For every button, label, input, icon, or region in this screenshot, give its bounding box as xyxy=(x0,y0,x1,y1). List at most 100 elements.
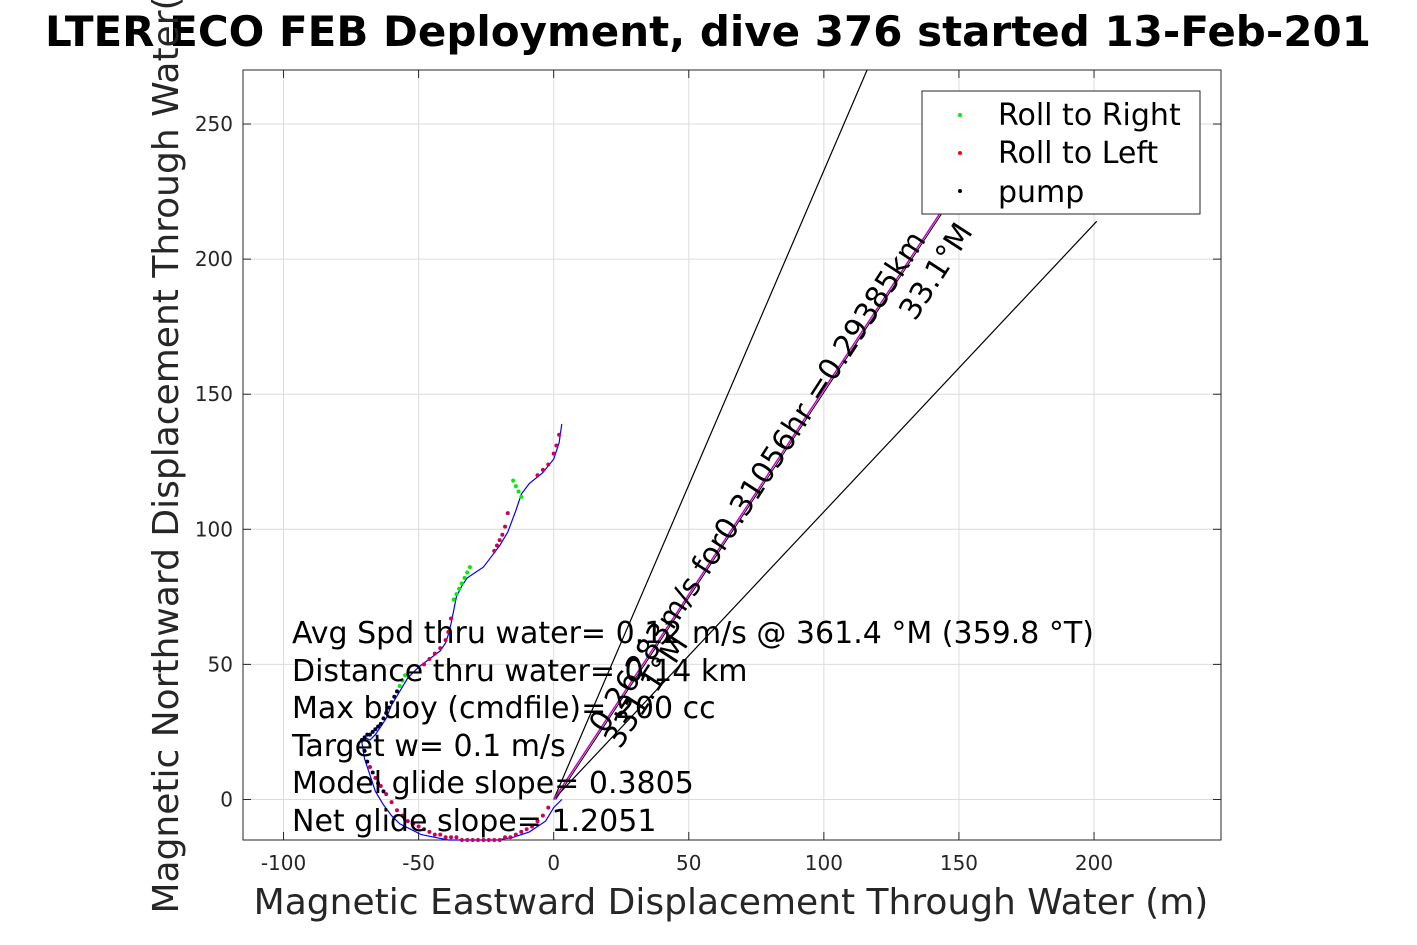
roll-left-point xyxy=(427,829,432,834)
y-tick-label: 250 xyxy=(195,112,233,136)
x-tick-label: 200 xyxy=(1075,851,1113,875)
legend-label-roll-left: Roll to Left xyxy=(998,136,1158,171)
roll-left-point xyxy=(535,473,540,478)
roll-left-point xyxy=(454,835,459,840)
pump-point xyxy=(389,700,394,705)
pump-point xyxy=(384,711,389,716)
heading-line xyxy=(553,102,1014,800)
pump-point xyxy=(365,732,370,737)
roll-left-point xyxy=(513,832,518,837)
roll-left-point xyxy=(394,808,399,813)
roll-left-point xyxy=(540,467,545,472)
pump-point xyxy=(376,724,381,729)
stat-max-buoy: Max buoy (cmdfile)= 200 cc xyxy=(292,691,716,726)
pump-point xyxy=(359,738,364,743)
pump-point xyxy=(381,716,386,721)
plot-frame xyxy=(242,69,1222,841)
roll-left-point xyxy=(443,638,448,643)
roll-left-point xyxy=(535,819,540,824)
pump-point xyxy=(362,735,367,740)
stat-avg-speed: Avg Spd thru water= 0.12 m/s @ 361.4 °M … xyxy=(292,616,1094,651)
roll-left-point xyxy=(416,824,421,829)
roll-left-point xyxy=(554,443,559,448)
roll-left-point xyxy=(486,838,491,842)
roll-left-point xyxy=(427,656,432,661)
roll-left-point xyxy=(384,792,389,797)
pump-point xyxy=(386,705,391,710)
roll-left-point xyxy=(367,765,372,770)
roll-left-point xyxy=(373,775,378,780)
roll-left-point xyxy=(438,646,443,651)
roll-left-point xyxy=(432,651,437,656)
track-line xyxy=(361,423,563,841)
roll-left-point xyxy=(551,451,556,456)
legend: Roll to Right Roll to Left pump xyxy=(921,90,1201,215)
tick-layer: -100 -50 0 50 100 150 200 0 50 100 150 200 250 xyxy=(195,70,1221,875)
roll-right-point xyxy=(467,565,472,570)
roll-right-point xyxy=(457,586,462,591)
x-axis-label: Magnetic Eastward Displacement Through W… xyxy=(254,882,1209,923)
pump-point xyxy=(381,789,386,794)
roll-left-point xyxy=(422,662,427,667)
y-tick-label: 100 xyxy=(195,517,233,541)
roll-left-point xyxy=(505,511,510,516)
chart-title: LTER ECO FEB Deployment, dive 376 starte… xyxy=(45,7,1371,56)
roll-left-point xyxy=(400,813,405,818)
pump-point xyxy=(378,721,383,726)
stats-block: Avg Spd thru water= 0.12 m/s @ 361.4 °M … xyxy=(291,616,1094,839)
stat-net-glide: Net glide slope= 1.2051 xyxy=(292,804,656,839)
roll-left-point xyxy=(465,838,470,842)
x-tick-label: 50 xyxy=(676,851,701,875)
pump-point xyxy=(392,694,397,699)
roll-left-point xyxy=(530,824,535,829)
roll-left-point xyxy=(449,835,454,840)
y-axis-label: Magnetic Northward Displacement Through … xyxy=(146,0,187,914)
roll-left-point xyxy=(432,832,437,837)
roll-left-point xyxy=(497,838,502,842)
pump-point xyxy=(373,727,378,732)
legend-label-roll-right: Roll to Right xyxy=(998,98,1181,133)
roll-left-point xyxy=(446,629,451,634)
roll-left-point xyxy=(546,462,551,467)
x-tick-label: 100 xyxy=(805,851,843,875)
roll-left-point xyxy=(508,835,513,840)
roll-left-point xyxy=(503,835,508,840)
legend-marker-pump xyxy=(958,189,962,193)
roll-left-point xyxy=(449,616,454,621)
pump-point xyxy=(370,770,375,775)
pump-point xyxy=(362,748,367,753)
roll-left-point xyxy=(378,783,383,788)
y-tick-label: 50 xyxy=(208,652,233,676)
roll-left-point xyxy=(492,838,497,842)
pump-point xyxy=(365,759,370,764)
roll-right-point xyxy=(465,570,470,575)
roll-left-point xyxy=(443,835,448,840)
roll-right-point xyxy=(462,575,467,580)
roll-left-point xyxy=(470,838,475,842)
roll-right-point xyxy=(516,489,521,494)
roll-right-point xyxy=(397,684,402,688)
roll-right-point xyxy=(454,592,459,597)
stat-target-w: Target w= 0.1 m/s xyxy=(291,729,566,764)
pump-point xyxy=(370,729,375,734)
stat-distance: Distance thru water= 0.14 km xyxy=(292,654,747,689)
roll-left-point xyxy=(438,832,443,837)
stat-model-glide: Model glide slope= 0.3805 xyxy=(292,766,694,801)
x-tick-label: 0 xyxy=(547,851,560,875)
roll-left-point xyxy=(476,838,481,842)
roll-right-point xyxy=(513,484,518,489)
x-tick-label: -50 xyxy=(402,851,435,875)
roll-right-point xyxy=(400,678,405,683)
lower-bound-line xyxy=(553,220,1098,800)
points-layer xyxy=(359,432,562,842)
roll-left-point xyxy=(500,532,505,537)
roll-left-point xyxy=(405,819,410,824)
track-layer xyxy=(361,423,563,841)
x-tick-label: -100 xyxy=(261,851,306,875)
roll-left-point xyxy=(492,548,497,553)
y-tick-label: 0 xyxy=(220,787,233,811)
roll-left-point xyxy=(497,538,502,543)
y-tick-label: 150 xyxy=(195,382,233,406)
roll-left-point xyxy=(411,821,416,826)
